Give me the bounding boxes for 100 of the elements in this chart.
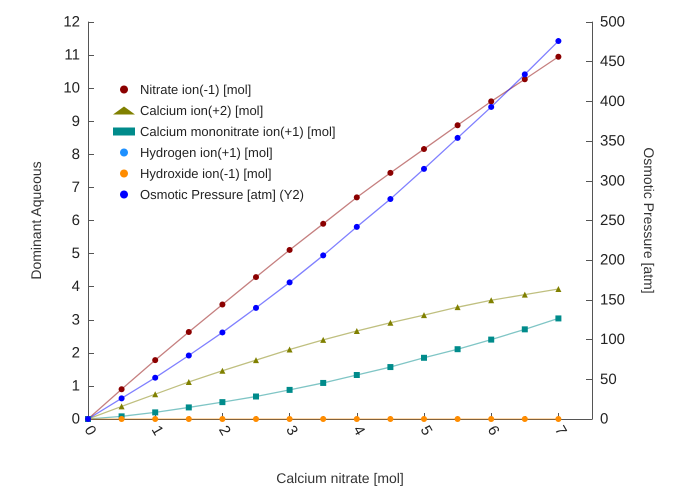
- point: [219, 416, 226, 422]
- point: [555, 315, 562, 322]
- legend-label: Calcium mononitrate ion(+1) [mol]: [140, 124, 336, 139]
- point: [522, 416, 528, 422]
- y-tick-label: 10: [63, 80, 80, 97]
- x-tick-label: 4: [349, 422, 368, 438]
- y-axis-title: Dominant Aqueous: [28, 161, 44, 280]
- point: [488, 104, 494, 110]
- point: [555, 54, 562, 60]
- point: [286, 246, 293, 253]
- point: [152, 416, 158, 422]
- point: [118, 416, 125, 422]
- y2-tick-label: 500: [600, 14, 626, 30]
- y2-tick-label: 200: [600, 252, 626, 269]
- y-tick-label: 4: [72, 278, 80, 296]
- point: [421, 146, 427, 152]
- y2-axis-title: Osmotic Pressure [atm]: [641, 147, 657, 294]
- legend-label: Hydrogen ion(+1) [mol]: [140, 145, 273, 160]
- point: [118, 403, 125, 410]
- point: [522, 326, 528, 332]
- point: [555, 286, 562, 292]
- point: [454, 346, 461, 352]
- x-tick-label: 7: [551, 422, 570, 438]
- y2-tick-label: 150: [600, 291, 626, 308]
- legend-label: Nitrate ion(-1) [mol]: [140, 82, 252, 97]
- point: [219, 368, 226, 374]
- point: [253, 357, 259, 364]
- point: [555, 416, 562, 422]
- point: [454, 416, 461, 422]
- point: [421, 354, 427, 361]
- y-tick-label: 6: [72, 212, 80, 229]
- point: [219, 329, 226, 336]
- point: [320, 252, 326, 258]
- x-tick-label: 2: [215, 422, 234, 438]
- point: [186, 416, 192, 422]
- point: [320, 380, 326, 386]
- y2-tick-label: 0: [600, 410, 608, 428]
- y2-tick-label: 400: [600, 92, 626, 110]
- x-tick-label: 3: [282, 422, 302, 438]
- point: [253, 304, 259, 311]
- point: [219, 399, 226, 406]
- y-tick-label: 0: [72, 410, 80, 428]
- point: [354, 328, 360, 334]
- x-axis-title: Calcium nitrate [mol]: [276, 470, 404, 486]
- point: [421, 166, 427, 172]
- y2-tick-label: 100: [600, 331, 626, 348]
- y-tick-label: 1: [72, 377, 80, 394]
- x-tick-label: 1: [148, 422, 167, 438]
- x-tick-label: 6: [484, 422, 503, 438]
- point: [152, 391, 158, 398]
- point: [354, 416, 360, 422]
- y-tick-label: 5: [72, 245, 80, 262]
- point: [387, 320, 394, 326]
- y2-tick-label: 250: [600, 212, 626, 229]
- point: [354, 224, 360, 230]
- legend-label: Calcium ion(+2) [mol]: [140, 103, 264, 118]
- point: [186, 352, 192, 358]
- y-tick-label: 9: [72, 112, 80, 130]
- y-tick-label: 7: [72, 178, 80, 196]
- point: [454, 304, 461, 310]
- point: [186, 378, 192, 385]
- point: [286, 386, 293, 393]
- legend-label: Osmotic Pressure [atm] (Y2): [140, 187, 304, 202]
- point: [320, 416, 326, 422]
- y-tick-label: 3: [72, 311, 80, 328]
- point: [454, 134, 461, 141]
- y2-tick-label: 50: [600, 370, 617, 388]
- y2-tick-label: 450: [600, 53, 626, 70]
- y2-tick-label: 350: [600, 132, 626, 150]
- point: [253, 274, 259, 280]
- point: [286, 346, 293, 353]
- point: [488, 416, 494, 422]
- y-tick-label: 12: [63, 14, 80, 30]
- point: [286, 416, 293, 422]
- point: [387, 170, 394, 176]
- point: [522, 292, 528, 298]
- point: [152, 357, 158, 364]
- point: [387, 196, 394, 202]
- point: [253, 416, 259, 422]
- point: [219, 302, 226, 308]
- y2-tick-label: 300: [600, 172, 626, 190]
- point: [152, 409, 158, 416]
- point: [118, 395, 125, 402]
- point: [320, 336, 326, 343]
- y-tick-label: 11: [64, 46, 80, 64]
- point: [354, 372, 360, 378]
- point: [488, 336, 494, 343]
- point: [555, 38, 562, 44]
- y-tick-label: 8: [72, 146, 80, 163]
- point: [286, 279, 293, 286]
- point: [253, 394, 259, 400]
- point: [522, 71, 528, 78]
- point: [488, 98, 494, 104]
- point: [387, 416, 394, 422]
- y-tick-label: 2: [72, 344, 80, 362]
- point: [421, 312, 427, 318]
- point: [421, 416, 427, 422]
- point: [454, 122, 461, 128]
- x-tick-label: 5: [416, 422, 436, 438]
- point: [186, 328, 192, 335]
